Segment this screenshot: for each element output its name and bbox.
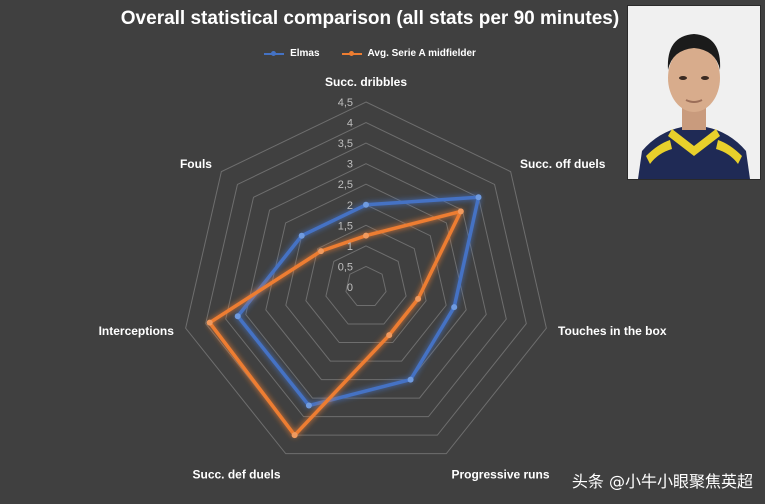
data-point xyxy=(291,432,298,439)
data-point xyxy=(363,232,369,239)
tick-label: 4,5 xyxy=(338,97,353,109)
legend-swatch-elmas xyxy=(264,50,285,56)
data-point xyxy=(206,319,213,326)
axis-label: Succ. def duels xyxy=(192,467,280,481)
grid-ring xyxy=(305,224,427,344)
grid-ring xyxy=(325,245,407,325)
legend-label-elmas: Elmas xyxy=(290,48,320,59)
legend: Elmas Avg. Serie A midfielder xyxy=(0,48,740,59)
legend-item-average: Avg. Serie A midfielder xyxy=(341,48,476,59)
tick-label: 2,5 xyxy=(338,179,353,191)
grid-ring xyxy=(225,142,507,418)
tick-label: 1,5 xyxy=(338,220,353,232)
grid-ring xyxy=(245,163,487,399)
legend-item-elmas: Elmas xyxy=(264,48,320,59)
tick-label: 2 xyxy=(347,200,353,212)
legend-label-average: Avg. Serie A midfielder xyxy=(367,48,476,59)
data-point xyxy=(234,313,241,320)
tick-label: 3 xyxy=(347,159,353,171)
axis-label: Succ. off duels xyxy=(520,157,606,171)
data-point xyxy=(318,248,325,255)
data-point xyxy=(298,232,305,239)
axis-label: Touches in the box xyxy=(558,324,667,338)
series-line-average xyxy=(207,209,463,437)
axis-label: Progressive runs xyxy=(451,467,549,481)
grid-ring xyxy=(265,183,467,381)
axis-label: Fouls xyxy=(180,157,212,171)
data-point xyxy=(407,376,414,383)
grid-ring xyxy=(185,101,547,455)
player-photo xyxy=(627,5,761,180)
grid-ring xyxy=(205,122,527,436)
watermark: 头条 @小牛小眼聚焦英超 xyxy=(571,472,753,491)
data-point xyxy=(475,194,482,201)
axis-label: Succ. dribbles xyxy=(325,75,407,89)
chart-title: Overall statistical comparison (all stat… xyxy=(120,8,620,29)
legend-swatch-average xyxy=(341,50,362,56)
axis-label: Interceptions xyxy=(99,324,175,338)
tick-label: 0,5 xyxy=(338,261,353,273)
tick-label: 3,5 xyxy=(338,138,353,150)
tick-label: 1 xyxy=(347,241,353,253)
tick-label: 0 xyxy=(347,282,353,294)
data-point xyxy=(363,201,369,208)
data-point xyxy=(451,304,458,311)
data-point xyxy=(457,208,464,215)
data-point xyxy=(386,332,393,339)
grid-ring xyxy=(345,265,387,307)
data-point xyxy=(415,295,422,302)
data-point xyxy=(305,402,312,409)
series-line-elmas xyxy=(235,195,481,408)
tick-label: 4 xyxy=(347,118,353,130)
